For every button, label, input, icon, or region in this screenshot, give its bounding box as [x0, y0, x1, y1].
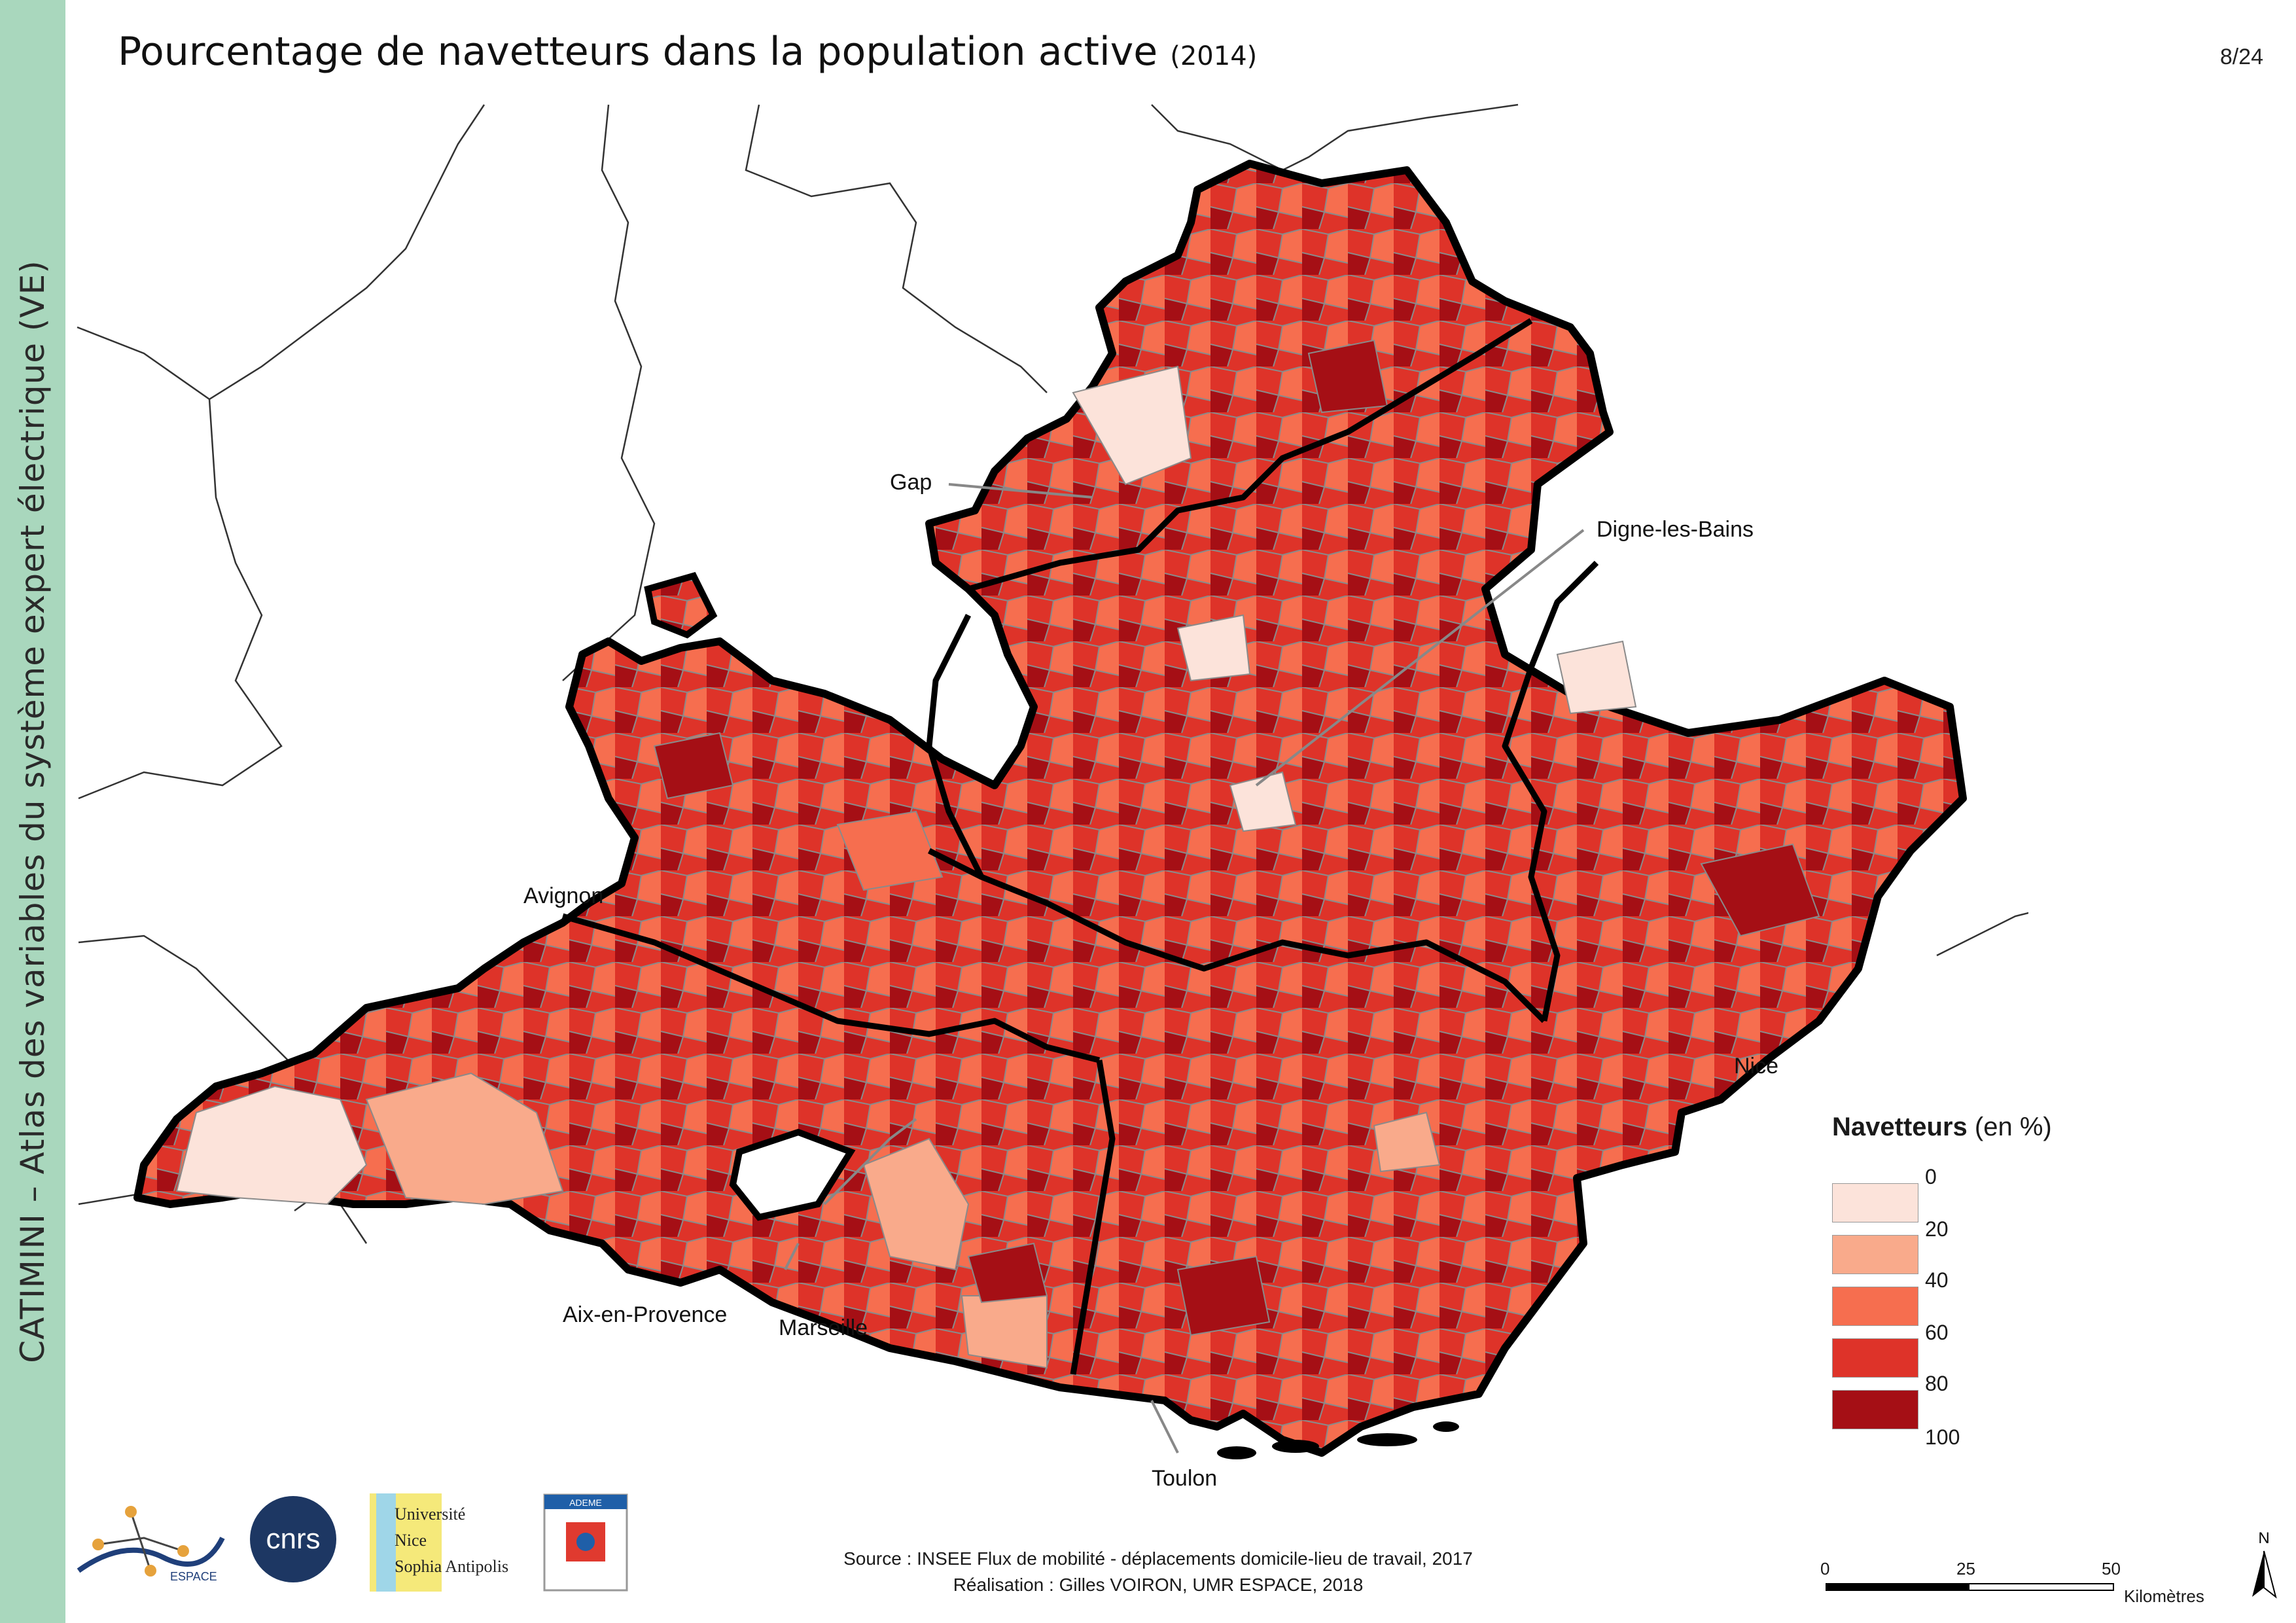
north-label: N	[2258, 1529, 2269, 1547]
leader-lines	[784, 483, 1585, 1454]
legend-tick-20: 20	[1925, 1217, 1949, 1241]
scale-unit: Kilomètres	[2124, 1586, 2204, 1606]
legend-tick-100: 100	[1925, 1425, 1960, 1449]
credit-line: Réalisation : Gilles VOIRON, UMR ESPACE,…	[953, 1575, 1364, 1595]
legend-title-bold: Navetteurs	[1832, 1113, 1968, 1141]
legend-swatch-60-80	[1832, 1338, 1918, 1378]
legend-tick-60: 60	[1925, 1321, 1949, 1344]
unice-logo: Université Nice Sophia Antipolis	[370, 1493, 520, 1592]
legend-swatch-40-60	[1832, 1287, 1918, 1326]
espace-logo: ESPACE	[72, 1499, 229, 1584]
cnrs-logo: cnrs	[247, 1493, 339, 1585]
scale-tick-25: 25	[1956, 1559, 1975, 1578]
islands	[1217, 1421, 1459, 1459]
choropleth-map: Gap Digne-les-Bains Avignon Nice Aix-en-…	[77, 103, 2028, 1491]
ademe-logo: ADEME	[543, 1493, 628, 1592]
unice-line1: Université	[395, 1505, 465, 1524]
legend-swatch-80-100	[1832, 1390, 1918, 1429]
etang-de-berre	[729, 1128, 856, 1221]
city-label-aix: Aix-en-Provence	[563, 1302, 727, 1327]
unice-line3: Sophia Antipolis	[395, 1557, 508, 1576]
unice-line2: Nice	[395, 1531, 427, 1550]
scale-tick-50: 50	[2102, 1559, 2121, 1578]
source-line: Source : INSEE Flux de mobilité - déplac…	[843, 1548, 1473, 1569]
legend-tick-40: 40	[1925, 1268, 1949, 1292]
city-label-avignon: Avignon	[523, 883, 603, 908]
outer-borders	[77, 103, 2028, 1244]
city-label-digne: Digne-les-Bains	[1597, 517, 1754, 542]
legend-tick-80: 80	[1925, 1372, 1949, 1395]
city-label-toulon: Toulon	[1152, 1466, 1217, 1491]
page-title: Pourcentage de navetteurs dans la popula…	[118, 29, 1257, 75]
scale-tick-0: 0	[1820, 1559, 1830, 1578]
commune-highlights	[175, 339, 1820, 1369]
source-credits: Source : INSEE Flux de mobilité - déplac…	[811, 1546, 1505, 1598]
espace-logo-text: ESPACE	[170, 1570, 217, 1583]
north-arrow: N	[2252, 1529, 2277, 1599]
scale-bar	[1826, 1583, 2114, 1591]
region-paca	[133, 160, 1967, 1457]
department-borders	[561, 318, 1599, 1375]
legend-tick-0: 0	[1925, 1165, 1937, 1188]
legend-swatch-20-40	[1832, 1235, 1918, 1274]
city-label-nice: Nice	[1734, 1054, 1778, 1079]
legend-title: Navetteurs (en %)	[1832, 1113, 2052, 1142]
sidebar: CATIMINI – Atlas des variables du systèm…	[0, 0, 65, 1623]
title-text: Pourcentage de navetteurs dans la popula…	[118, 29, 1158, 75]
title-year: (2014)	[1170, 41, 1258, 71]
city-label-marseille: Marseille	[779, 1315, 868, 1340]
enclave-valreas	[644, 572, 718, 639]
legend-swatch-0-20	[1832, 1183, 1918, 1222]
city-label-gap: Gap	[890, 470, 932, 495]
legend-title-unit: (en %)	[1974, 1113, 2052, 1141]
sidebar-title: CATIMINI – Atlas des variables du systèm…	[14, 260, 52, 1363]
ademe-logo-text: ADEME	[569, 1497, 602, 1508]
page-number: 8/24	[2219, 45, 2263, 69]
cnrs-logo-text: cnrs	[266, 1523, 320, 1555]
